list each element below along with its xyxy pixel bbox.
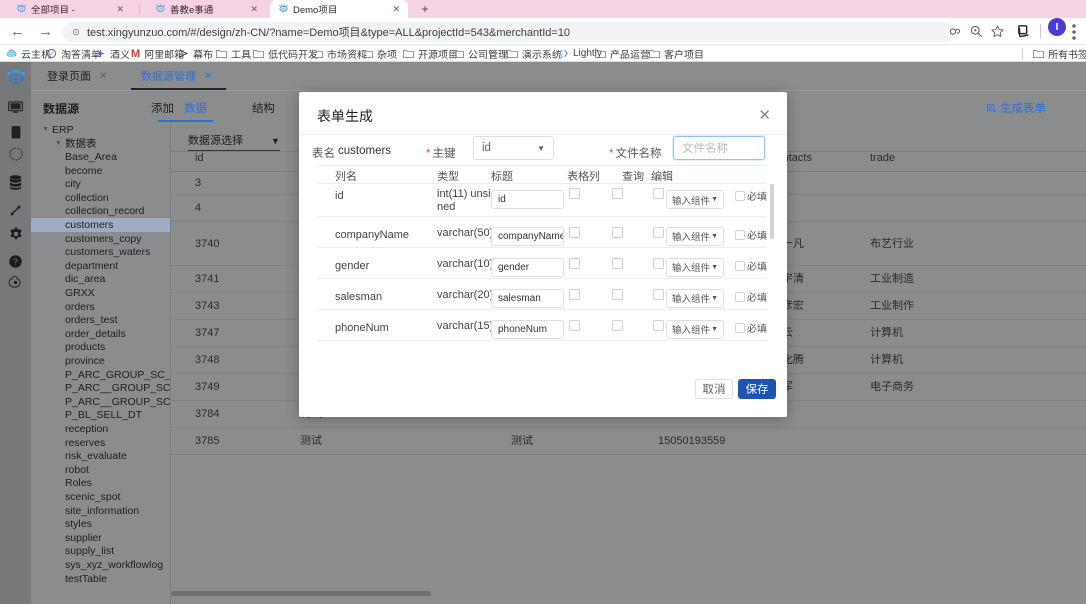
svg-text:?: ? (13, 257, 18, 266)
